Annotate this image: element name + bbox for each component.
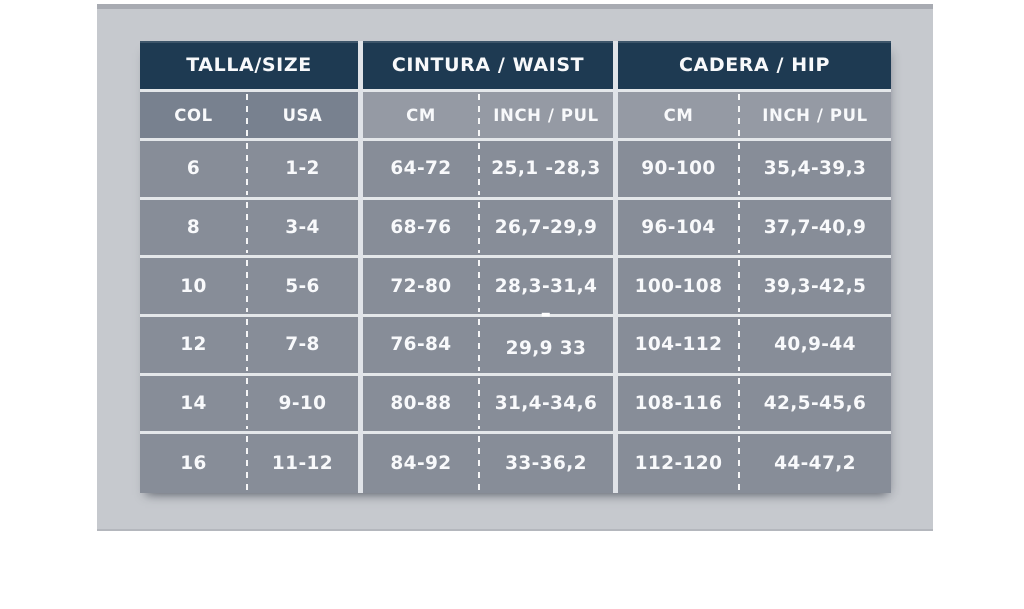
group-header-cintura-waist: CINTURA / WAIST <box>363 41 613 92</box>
column-header-col: COL <box>140 92 248 141</box>
table-cell: 10 <box>140 258 248 317</box>
table-cell: 26,7-29,9 <box>479 199 613 259</box>
column-gap-divider <box>358 92 363 141</box>
table-cell: 90-100 <box>618 141 740 200</box>
table-cell: 12 <box>140 316 248 376</box>
table-cell: 84-92 <box>363 434 480 493</box>
column-gap-divider <box>613 141 618 200</box>
table-cell: 39,3-42,5 <box>739 258 891 317</box>
table-cell: 1-2 <box>247 141 358 200</box>
gray-background-panel: TALLA/SIZE CINTURA / WAIST CADERA / HIP … <box>97 4 933 531</box>
table-cell: 72-80 <box>363 258 480 317</box>
column-gap-divider <box>358 199 363 259</box>
column-gap-divider <box>613 375 618 435</box>
table-cell: 64-72 <box>363 141 480 200</box>
column-header-waist-cm: CM <box>363 92 480 141</box>
table-cell: 35,4-39,3 <box>739 141 891 200</box>
table-cell: 16 <box>140 434 248 493</box>
column-gap-divider <box>613 41 618 92</box>
size-chart-table: TALLA/SIZE CINTURA / WAIST CADERA / HIP … <box>140 41 891 493</box>
table-cell: 96-104 <box>618 199 740 259</box>
column-gap-divider <box>358 141 363 200</box>
column-gap-divider <box>358 434 363 493</box>
column-gap-divider <box>613 199 618 259</box>
column-gap-divider <box>358 41 363 92</box>
column-gap-divider <box>613 92 618 141</box>
table-cell: 44-47,2 <box>739 434 891 493</box>
table-cell: 6 <box>140 141 248 200</box>
table-cell-value: 29,9 33 <box>505 338 587 360</box>
table-cell: 9-10 <box>247 375 358 435</box>
table-cell: 33-36,2 <box>479 434 613 493</box>
group-header-cadera-hip: CADERA / HIP <box>618 41 891 92</box>
table-cell: 68-76 <box>363 199 480 259</box>
table-cell: 28,3-31,4 <box>479 258 613 317</box>
table-cell: 100-108 <box>618 258 740 317</box>
table-cell: - 29,9 33 <box>479 301 613 376</box>
table-cell: 25,1 -28,3 <box>479 141 613 200</box>
table-cell: 112-120 <box>618 434 740 493</box>
table-cell: 76-84 <box>363 316 480 376</box>
table-cell: 11-12 <box>247 434 358 493</box>
group-header-talla-size: TALLA/SIZE <box>140 41 358 92</box>
table-cell: 3-4 <box>247 199 358 259</box>
column-header-usa: USA <box>247 92 358 141</box>
table-cell: 104-112 <box>618 316 740 376</box>
table-cell: 5-6 <box>247 258 358 317</box>
column-header-hip-inch: INCH / PUL <box>739 92 891 141</box>
table-cell: 42,5-45,6 <box>739 375 891 435</box>
column-gap-divider <box>358 316 363 376</box>
column-gap-divider <box>613 434 618 493</box>
column-gap-divider <box>358 375 363 435</box>
column-gap-divider <box>613 316 618 376</box>
table-cell: 108-116 <box>618 375 740 435</box>
table-cell: 37,7-40,9 <box>739 199 891 259</box>
table-cell: 31,4-34,6 <box>479 375 613 435</box>
table-cell: 14 <box>140 375 248 435</box>
table-cell: 8 <box>140 199 248 259</box>
column-gap-divider <box>358 258 363 317</box>
table-cell: 7-8 <box>247 316 358 376</box>
table-cell: 40,9-44 <box>739 316 891 376</box>
column-header-waist-inch: INCH / PUL <box>479 92 613 141</box>
table-cell: 80-88 <box>363 375 480 435</box>
column-gap-divider <box>613 258 618 317</box>
column-header-hip-cm: CM <box>618 92 740 141</box>
